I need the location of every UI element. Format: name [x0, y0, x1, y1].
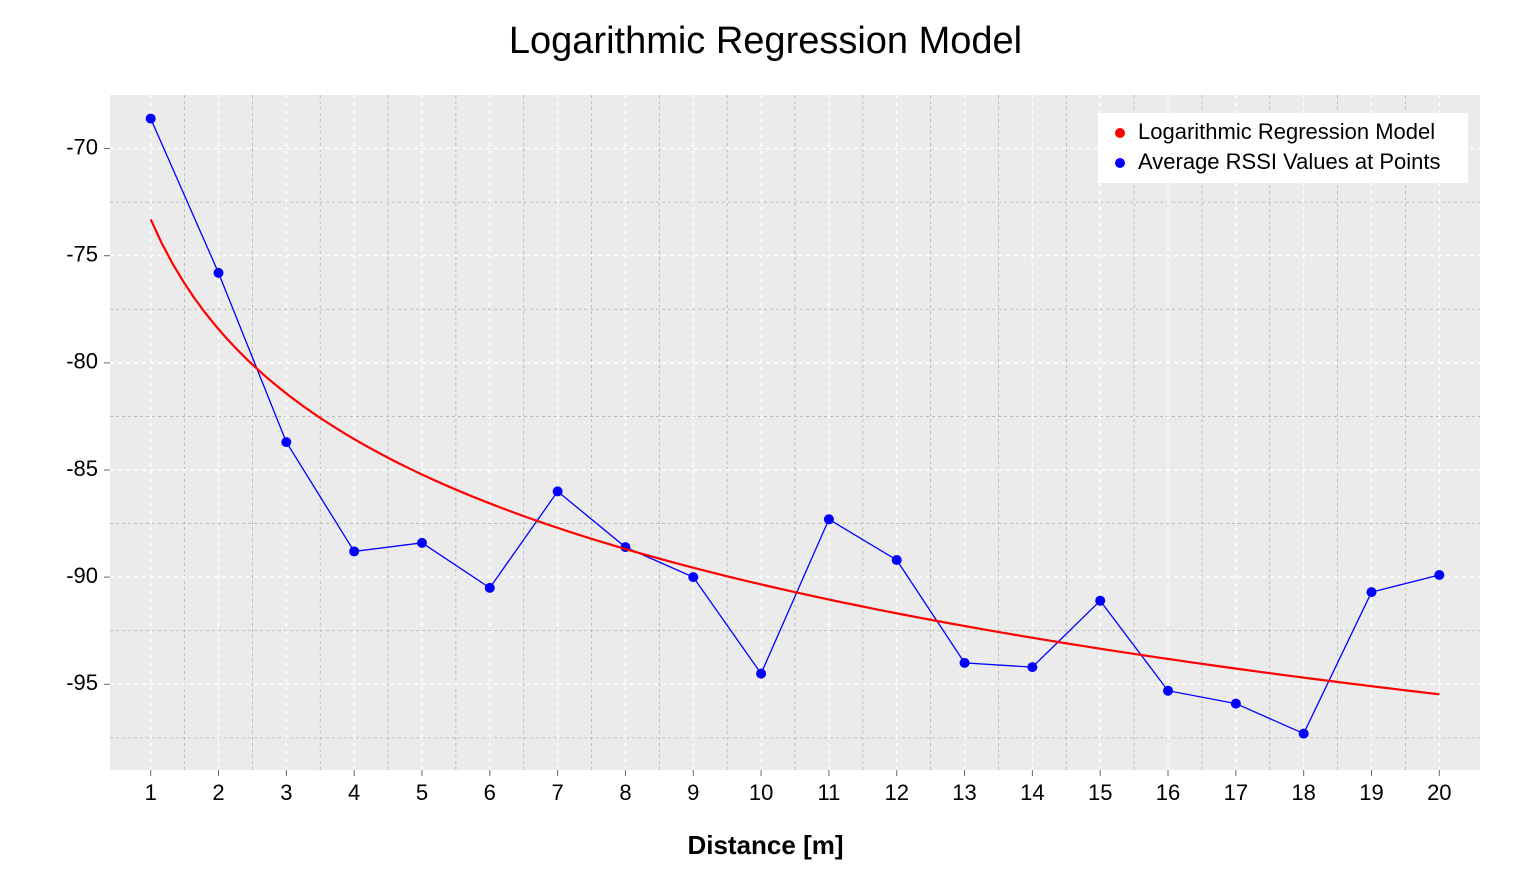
- xtick-label: 1: [145, 780, 157, 805]
- xtick-label: 16: [1156, 780, 1180, 805]
- ytick-label: -80: [66, 349, 98, 374]
- rssi-point: [349, 546, 359, 556]
- legend-marker: [1115, 158, 1125, 168]
- ytick-label: -90: [66, 563, 98, 588]
- chart-svg: 1234567891011121314151617181920-95-90-85…: [0, 0, 1531, 881]
- xtick-label: 5: [416, 780, 428, 805]
- rssi-point: [146, 114, 156, 124]
- rssi-point: [960, 658, 970, 668]
- xtick-label: 12: [884, 780, 908, 805]
- xtick-label: 19: [1359, 780, 1383, 805]
- rssi-point: [756, 669, 766, 679]
- rssi-point: [485, 583, 495, 593]
- xtick-label: 9: [687, 780, 699, 805]
- xtick-label: 17: [1224, 780, 1248, 805]
- rssi-point: [1163, 686, 1173, 696]
- xtick-label: 8: [619, 780, 631, 805]
- xtick-label: 4: [348, 780, 360, 805]
- xtick-label: 14: [1020, 780, 1044, 805]
- xtick-label: 18: [1291, 780, 1315, 805]
- rssi-point: [892, 555, 902, 565]
- xtick-label: 11: [817, 780, 840, 805]
- ytick-label: -95: [66, 670, 98, 695]
- ytick-label: -85: [66, 456, 98, 481]
- rssi-point: [1027, 662, 1037, 672]
- chart-container: Logarithmic Regression Model Distance [m…: [0, 0, 1531, 881]
- rssi-point: [214, 268, 224, 278]
- legend-label: Average RSSI Values at Points: [1138, 149, 1440, 174]
- xtick-label: 20: [1427, 780, 1451, 805]
- rssi-point: [1095, 596, 1105, 606]
- rssi-point: [281, 437, 291, 447]
- xtick-label: 13: [952, 780, 976, 805]
- xtick-label: 3: [280, 780, 292, 805]
- xtick-label: 10: [749, 780, 773, 805]
- ytick-label: -70: [66, 134, 98, 159]
- xtick-label: 7: [551, 780, 563, 805]
- rssi-point: [1366, 587, 1376, 597]
- xtick-label: 6: [484, 780, 496, 805]
- rssi-point: [1434, 570, 1444, 580]
- xtick-label: 15: [1088, 780, 1112, 805]
- ytick-label: -75: [66, 242, 98, 267]
- rssi-point: [1231, 699, 1241, 709]
- xtick-label: 2: [212, 780, 224, 805]
- legend-marker: [1115, 128, 1125, 138]
- rssi-point: [417, 538, 427, 548]
- rssi-point: [824, 514, 834, 524]
- legend-label: Logarithmic Regression Model: [1138, 119, 1435, 144]
- rssi-point: [1299, 729, 1309, 739]
- rssi-point: [553, 486, 563, 496]
- rssi-point: [688, 572, 698, 582]
